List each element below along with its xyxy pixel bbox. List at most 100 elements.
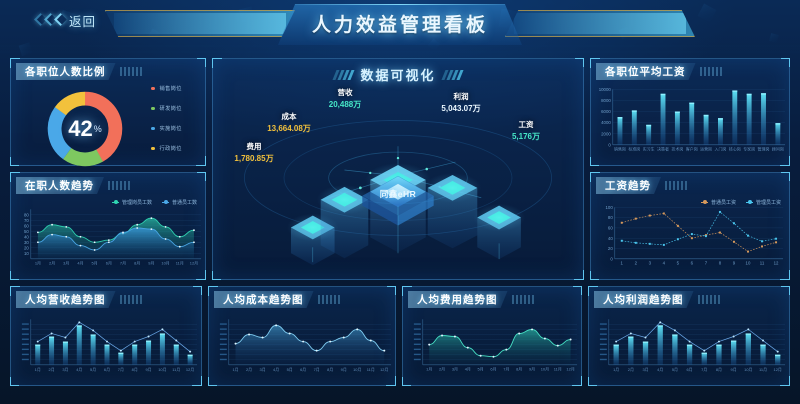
pillar-profit (423, 172, 482, 249)
svg-text:5月: 5月 (672, 367, 678, 372)
legend-item[interactable]: 研发岗位 (151, 105, 182, 112)
svg-text:2月: 2月 (49, 367, 55, 372)
node-name: 工资 (518, 120, 534, 129)
header-bars-icon (317, 295, 340, 304)
pillar-cost (316, 184, 373, 259)
svg-text:12月: 12月 (380, 367, 388, 372)
svg-text:2000: 2000 (601, 131, 611, 136)
legend-item[interactable]: 实施岗位 (151, 125, 182, 132)
panel-salary-trend: 工资趋势 普通员工资 管理员工资 0 20 40 60 80 100 1 2 3 4 5 6 7 8 9 10… (590, 172, 790, 280)
node-value: 1,780.85万 (234, 154, 274, 163)
svg-text:2月: 2月 (628, 367, 634, 372)
headcount-trend-chart[interactable]: 10 20 30 40 50 60 70 80 1月 2月 3月 4月 5月 6月 7月 8月 9月 10月 11月… (11, 197, 205, 279)
svg-text:3月: 3月 (642, 367, 648, 372)
cost-per-capita-chart[interactable]: 1月 2月 3月 4月 5月 6月 7月 8月 9月 10月 11月 12月 (209, 311, 395, 385)
node-value: 13,664.08万 (267, 124, 311, 133)
svg-text:40: 40 (608, 236, 613, 241)
svg-text:决策者: 决策者 (657, 147, 669, 152)
node-value: 5,043.07万 (441, 104, 481, 113)
svg-text:入门岗: 入门岗 (715, 147, 727, 152)
legend-item[interactable]: 普通员工数 (161, 199, 197, 206)
legend-label: 行政岗位 (159, 146, 182, 152)
legend-item[interactable]: 行政岗位 (151, 145, 182, 152)
profit-per-capita-chart[interactable]: 1月 2月 3月 4月 5月 6月 7月 8月 9月 10月 11月 12月 (589, 311, 789, 385)
svg-text:9月: 9月 (529, 367, 535, 372)
svg-text:8月: 8月 (134, 261, 140, 266)
panel-avg-salary: 各职位平均工资 0 2000 4000 6000 8000 10000 销售岗 标准岗 实习生决… (590, 58, 790, 166)
legend-item[interactable]: 管理岗员工数 (111, 199, 152, 206)
legend-line-icon (745, 200, 753, 205)
header-bars-icon (119, 67, 142, 76)
svg-text:80: 80 (24, 212, 29, 217)
donut-legend: 销售岗位 研发岗位 实施岗位 行政岗位 (151, 85, 182, 152)
revenue-per-capita-chart[interactable]: 1月 2月 3月 4月 5月 6月 7月 8月 9月 10月 11月 12月 (11, 311, 201, 385)
svg-text:1月: 1月 (35, 367, 41, 372)
svg-text:6000: 6000 (601, 109, 611, 114)
panel-title: 人均营收趋势图 (25, 294, 106, 306)
svg-text:11月: 11月 (759, 367, 767, 372)
legend-dot-icon (151, 146, 155, 151)
panel-header: 人均费用趋势图 (408, 291, 534, 308)
svg-text:7月: 7月 (120, 261, 126, 266)
salary-trend-chart[interactable]: 0 20 40 60 80 100 1 2 3 4 5 6 7 8 9 10 11 12 (591, 197, 789, 279)
back-button[interactable]: 返回 (34, 11, 96, 30)
dashboard-title-text: 人力效益管理看板 (311, 15, 489, 36)
svg-text:9月: 9月 (145, 367, 151, 372)
node-name: 费用 (246, 142, 262, 151)
svg-text:12月: 12月 (566, 367, 574, 372)
panel-title: 人均成本趋势图 (223, 294, 304, 306)
svg-text:7月: 7月 (503, 367, 509, 372)
svg-text:11月: 11月 (172, 367, 180, 372)
svg-text:8月: 8月 (716, 367, 722, 372)
svg-text:7: 7 (705, 261, 708, 266)
legend-label: 普通员工数 (171, 200, 197, 206)
panel-title: 人均费用趋势图 (417, 294, 498, 306)
svg-text:销售岗: 销售岗 (614, 147, 626, 152)
svg-text:7月: 7月 (118, 367, 124, 372)
svg-text:12: 12 (774, 261, 779, 266)
svg-text:20: 20 (24, 245, 29, 250)
header-bars-icon (511, 295, 534, 304)
svg-text:核心岗: 核心岗 (729, 147, 741, 152)
header-bars-icon (697, 295, 720, 304)
svg-text:8: 8 (719, 261, 722, 266)
svg-text:60: 60 (24, 223, 29, 228)
svg-text:6月: 6月 (490, 367, 496, 372)
node-label-cost: 成本 13,664.08万 (249, 111, 329, 134)
legend-item[interactable]: 销售岗位 (151, 85, 182, 92)
legend-item[interactable]: 普通员工资 (700, 199, 736, 206)
panel-header: 各职位人数比例 (16, 63, 142, 80)
panel-headcount-ratio: 各职位人数比例 42% 销售岗位 研发 (10, 58, 206, 167)
svg-text:8000: 8000 (601, 98, 611, 103)
svg-text:6月: 6月 (104, 367, 110, 372)
svg-text:实习生: 实习生 (643, 147, 655, 152)
legend-line-icon (111, 200, 119, 205)
svg-text:10: 10 (746, 261, 751, 266)
svg-text:3月: 3月 (63, 261, 69, 266)
node-value: 5,176万 (511, 132, 541, 141)
legend-item[interactable]: 管理员工资 (745, 199, 781, 206)
svg-text:6: 6 (691, 261, 694, 266)
svg-text:11月: 11月 (554, 367, 562, 372)
legend-label: 管理岗员工数 (121, 200, 152, 206)
node-name: 营收 (337, 88, 353, 97)
top-bar: 返回 人力效益管理看板 (0, 0, 800, 48)
avg-salary-chart[interactable]: 0 2000 4000 6000 8000 10000 销售岗 标准岗 实习生 决策者 技术岗 客户岗… (591, 83, 789, 165)
svg-text:标准岗: 标准岗 (628, 147, 640, 152)
donut-chart[interactable]: 42% (29, 83, 141, 175)
legend-line-icon (700, 200, 708, 205)
panel-title: 各职位平均工资 (605, 66, 686, 78)
hub-platform (362, 175, 434, 226)
legend-dot-icon (151, 86, 155, 91)
node-label-wage: 工资 5,176万 (491, 119, 561, 142)
svg-text:10月: 10月 (161, 261, 169, 266)
expense-per-capita-chart[interactable]: 1月 2月 3月 4月 5月 6月 7月 8月 9月 10月 11月 12月 (403, 311, 581, 385)
svg-text:4月: 4月 (76, 367, 82, 372)
pillar-wage (473, 203, 525, 260)
svg-text:100: 100 (606, 205, 614, 210)
svg-text:11: 11 (760, 261, 765, 266)
svg-text:9月: 9月 (148, 261, 154, 266)
svg-text:专家岗: 专家岗 (743, 147, 755, 152)
svg-text:5月: 5月 (92, 261, 98, 266)
header-wing-left (105, 10, 295, 37)
